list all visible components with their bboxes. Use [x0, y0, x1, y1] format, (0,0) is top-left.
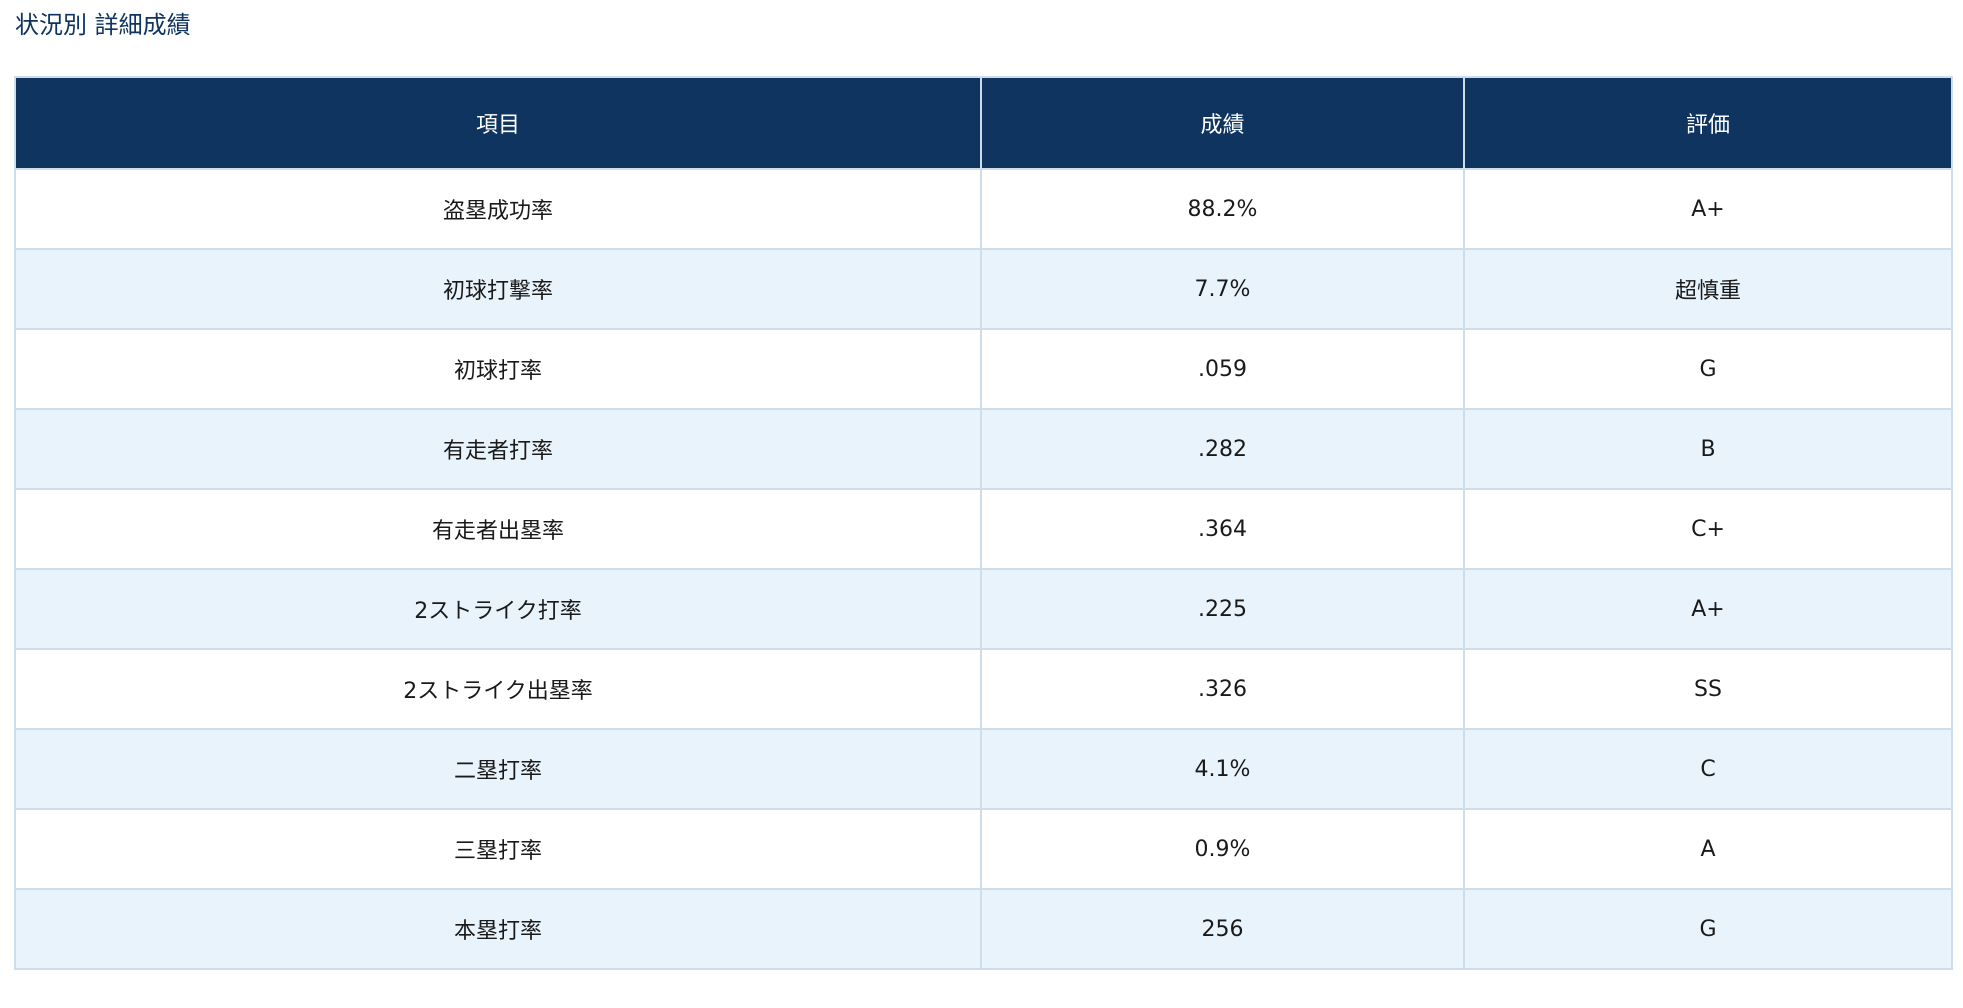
column-header-grade: 評価: [1463, 76, 1953, 170]
cell-item: 有走者打率: [14, 408, 982, 490]
cell-value: 4.1%: [980, 728, 1465, 810]
cell-grade: C+: [1463, 488, 1953, 570]
table-row: 初球打率 .059 G: [14, 328, 1953, 410]
cell-grade: A+: [1463, 568, 1953, 650]
cell-grade: G: [1463, 328, 1953, 410]
cell-value: .326: [980, 648, 1465, 730]
column-header-value: 成績: [980, 76, 1465, 170]
cell-value: 256: [980, 888, 1465, 970]
cell-item: 二塁打率: [14, 728, 982, 810]
table-row: 二塁打率 4.1% C: [14, 728, 1953, 810]
cell-item: 2ストライク打率: [14, 568, 982, 650]
cell-item: 2ストライク出塁率: [14, 648, 982, 730]
cell-grade: A+: [1463, 168, 1953, 250]
table-row: 有走者打率 .282 B: [14, 408, 1953, 490]
table-row: 初球打撃率 7.7% 超慎重: [14, 248, 1953, 330]
table-row: 有走者出塁率 .364 C+: [14, 488, 1953, 570]
cell-value: .282: [980, 408, 1465, 490]
table-header-row: 項目 成績 評価: [14, 76, 1953, 170]
cell-grade: G: [1463, 888, 1953, 970]
table-row: 2ストライク打率 .225 A+: [14, 568, 1953, 650]
page-title: 状況別 詳細成績: [15, 11, 191, 39]
cell-item: 初球打撃率: [14, 248, 982, 330]
cell-item: 盗塁成功率: [14, 168, 982, 250]
cell-grade: A: [1463, 808, 1953, 890]
cell-grade: B: [1463, 408, 1953, 490]
cell-item: 本塁打率: [14, 888, 982, 970]
column-header-item: 項目: [14, 76, 982, 170]
cell-value: .364: [980, 488, 1465, 570]
cell-item: 三塁打率: [14, 808, 982, 890]
cell-item: 有走者出塁率: [14, 488, 982, 570]
cell-grade: SS: [1463, 648, 1953, 730]
cell-value: 7.7%: [980, 248, 1465, 330]
table-row: 本塁打率 256 G: [14, 888, 1953, 970]
cell-item: 初球打率: [14, 328, 982, 410]
stats-table: 項目 成績 評価 盗塁成功率 88.2% A+ 初球打撃率 7.7% 超慎重 初…: [14, 76, 1953, 970]
table-row: 2ストライク出塁率 .326 SS: [14, 648, 1953, 730]
cell-value: 0.9%: [980, 808, 1465, 890]
table-row: 三塁打率 0.9% A: [14, 808, 1953, 890]
cell-value: .059: [980, 328, 1465, 410]
cell-value: 88.2%: [980, 168, 1465, 250]
cell-value: .225: [980, 568, 1465, 650]
table-row: 盗塁成功率 88.2% A+: [14, 168, 1953, 250]
cell-grade: C: [1463, 728, 1953, 810]
cell-grade: 超慎重: [1463, 248, 1953, 330]
